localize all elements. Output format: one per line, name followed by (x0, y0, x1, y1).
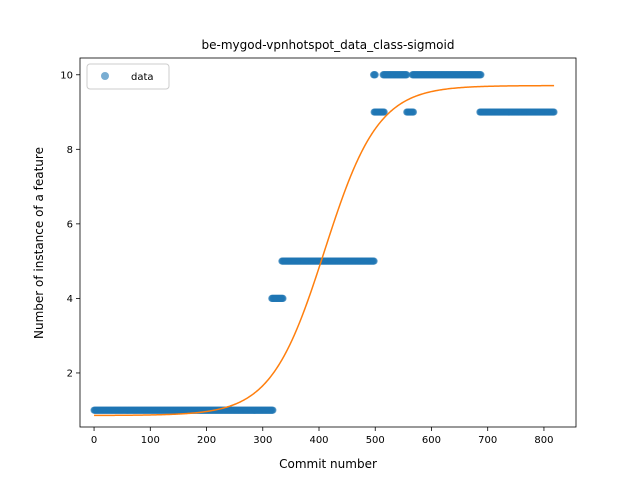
legend-box (86, 63, 170, 90)
data-point (269, 406, 277, 414)
data-point (477, 71, 485, 79)
y-tick-label: 6 (67, 219, 73, 230)
chart-title: be-mygod-vpnhotspot_data_class-sigmoid (202, 38, 455, 52)
x-axis-label: Commit number (279, 457, 377, 471)
y-tick-label: 10 (60, 70, 73, 81)
data-point (403, 71, 411, 79)
plot-area (79, 57, 577, 428)
data-point (409, 108, 418, 116)
x-tick-label: 300 (253, 435, 272, 446)
y-tick-label: 2 (67, 368, 73, 379)
x-tick-label: 400 (309, 435, 328, 446)
data-points (90, 71, 558, 414)
data-point (380, 108, 388, 116)
y-tick-label: 4 (67, 294, 73, 305)
x-tick-label: 600 (422, 435, 441, 446)
legend[interactable]: data (86, 63, 170, 90)
data-point (550, 108, 558, 116)
y-axis: 2 4 6 8 10 (60, 70, 80, 379)
y-tick-label: 8 (67, 145, 73, 156)
data-point (370, 257, 378, 265)
data-point (279, 294, 287, 303)
x-tick-label: 800 (534, 435, 553, 446)
x-tick-label: 200 (197, 435, 216, 446)
x-tick-label: 0 (91, 435, 97, 446)
legend-marker-data (101, 72, 109, 80)
x-tick-label: 700 (478, 435, 497, 446)
legend-label-data: data (131, 72, 154, 83)
x-axis: 0 100 200 300 400 500 600 700 800 (91, 427, 553, 446)
x-tick-label: 100 (141, 435, 160, 446)
fit-line (94, 84, 555, 417)
y-axis-label: Number of instance of a feature (32, 147, 46, 339)
axes-frame (79, 57, 577, 428)
data-point (371, 71, 379, 79)
x-tick-label: 500 (366, 435, 385, 446)
